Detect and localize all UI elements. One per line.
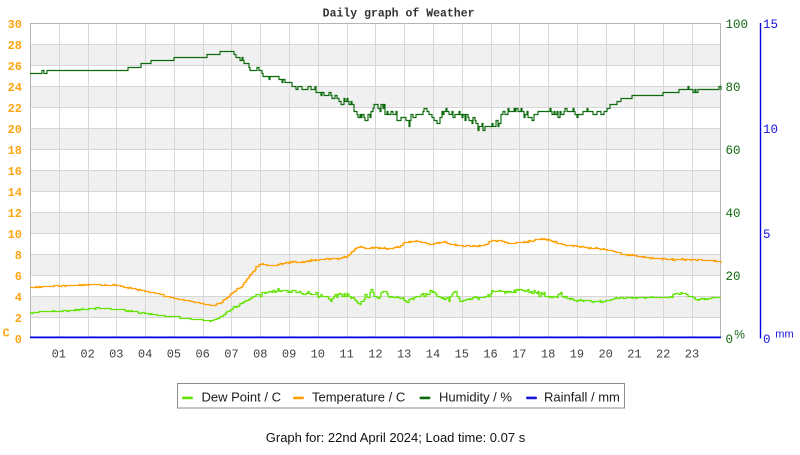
svg-text:100: 100 bbox=[726, 18, 749, 32]
svg-text:Rainfall / mm: Rainfall / mm bbox=[544, 389, 620, 404]
svg-text:Graph for: 22nd April 2024; Lo: Graph for: 22nd April 2024; Load time: 0… bbox=[266, 430, 526, 445]
svg-text:06: 06 bbox=[195, 348, 209, 362]
svg-text:2: 2 bbox=[15, 312, 22, 326]
svg-text:02: 02 bbox=[80, 348, 94, 362]
svg-text:%: % bbox=[734, 327, 745, 341]
svg-text:20: 20 bbox=[726, 270, 741, 284]
svg-text:11: 11 bbox=[339, 348, 353, 362]
svg-text:Temperature / C: Temperature / C bbox=[312, 389, 405, 404]
svg-text:26: 26 bbox=[8, 60, 22, 74]
svg-text:28: 28 bbox=[8, 39, 22, 53]
svg-text:04: 04 bbox=[138, 348, 152, 362]
svg-text:21: 21 bbox=[627, 348, 641, 362]
svg-text:01: 01 bbox=[52, 348, 66, 362]
svg-text:mm: mm bbox=[775, 328, 793, 340]
svg-text:03: 03 bbox=[109, 348, 123, 362]
svg-text:80: 80 bbox=[726, 81, 741, 95]
svg-text:4: 4 bbox=[15, 291, 22, 305]
svg-text:14: 14 bbox=[426, 348, 440, 362]
svg-text:15: 15 bbox=[763, 18, 778, 32]
svg-text:10: 10 bbox=[763, 123, 778, 137]
svg-text:6: 6 bbox=[15, 270, 22, 284]
svg-text:Daily graph of Weather: Daily graph of Weather bbox=[323, 7, 475, 20]
svg-text:22: 22 bbox=[8, 102, 22, 116]
svg-text:40: 40 bbox=[726, 207, 741, 221]
svg-text:23: 23 bbox=[685, 348, 699, 362]
svg-text:18: 18 bbox=[541, 348, 555, 362]
svg-text:12: 12 bbox=[8, 207, 22, 221]
svg-text:24: 24 bbox=[8, 81, 22, 95]
svg-text:05: 05 bbox=[167, 348, 181, 362]
svg-text:13: 13 bbox=[397, 348, 411, 362]
svg-text:14: 14 bbox=[8, 186, 22, 200]
svg-text:0: 0 bbox=[726, 333, 734, 347]
svg-text:20: 20 bbox=[8, 123, 22, 137]
svg-text:20: 20 bbox=[598, 348, 612, 362]
svg-text:17: 17 bbox=[512, 348, 526, 362]
svg-text:07: 07 bbox=[224, 348, 238, 362]
svg-text:8: 8 bbox=[15, 249, 22, 263]
svg-text:12: 12 bbox=[368, 348, 382, 362]
svg-text:30: 30 bbox=[8, 18, 22, 32]
svg-text:5: 5 bbox=[763, 228, 771, 242]
svg-text:C: C bbox=[3, 327, 10, 341]
svg-text:0: 0 bbox=[763, 333, 771, 347]
svg-text:16: 16 bbox=[483, 348, 497, 362]
svg-text:08: 08 bbox=[253, 348, 267, 362]
svg-text:09: 09 bbox=[282, 348, 296, 362]
svg-text:0: 0 bbox=[15, 333, 22, 347]
svg-text:10: 10 bbox=[8, 228, 22, 242]
svg-text:Humidity / %: Humidity / % bbox=[439, 389, 512, 404]
svg-text:22: 22 bbox=[656, 348, 670, 362]
svg-text:16: 16 bbox=[8, 165, 22, 179]
svg-text:15: 15 bbox=[455, 348, 469, 362]
svg-text:Dew Point / C: Dew Point / C bbox=[202, 389, 281, 404]
svg-text:19: 19 bbox=[570, 348, 584, 362]
svg-text:10: 10 bbox=[311, 348, 325, 362]
svg-text:18: 18 bbox=[8, 144, 22, 158]
svg-text:60: 60 bbox=[726, 144, 741, 158]
